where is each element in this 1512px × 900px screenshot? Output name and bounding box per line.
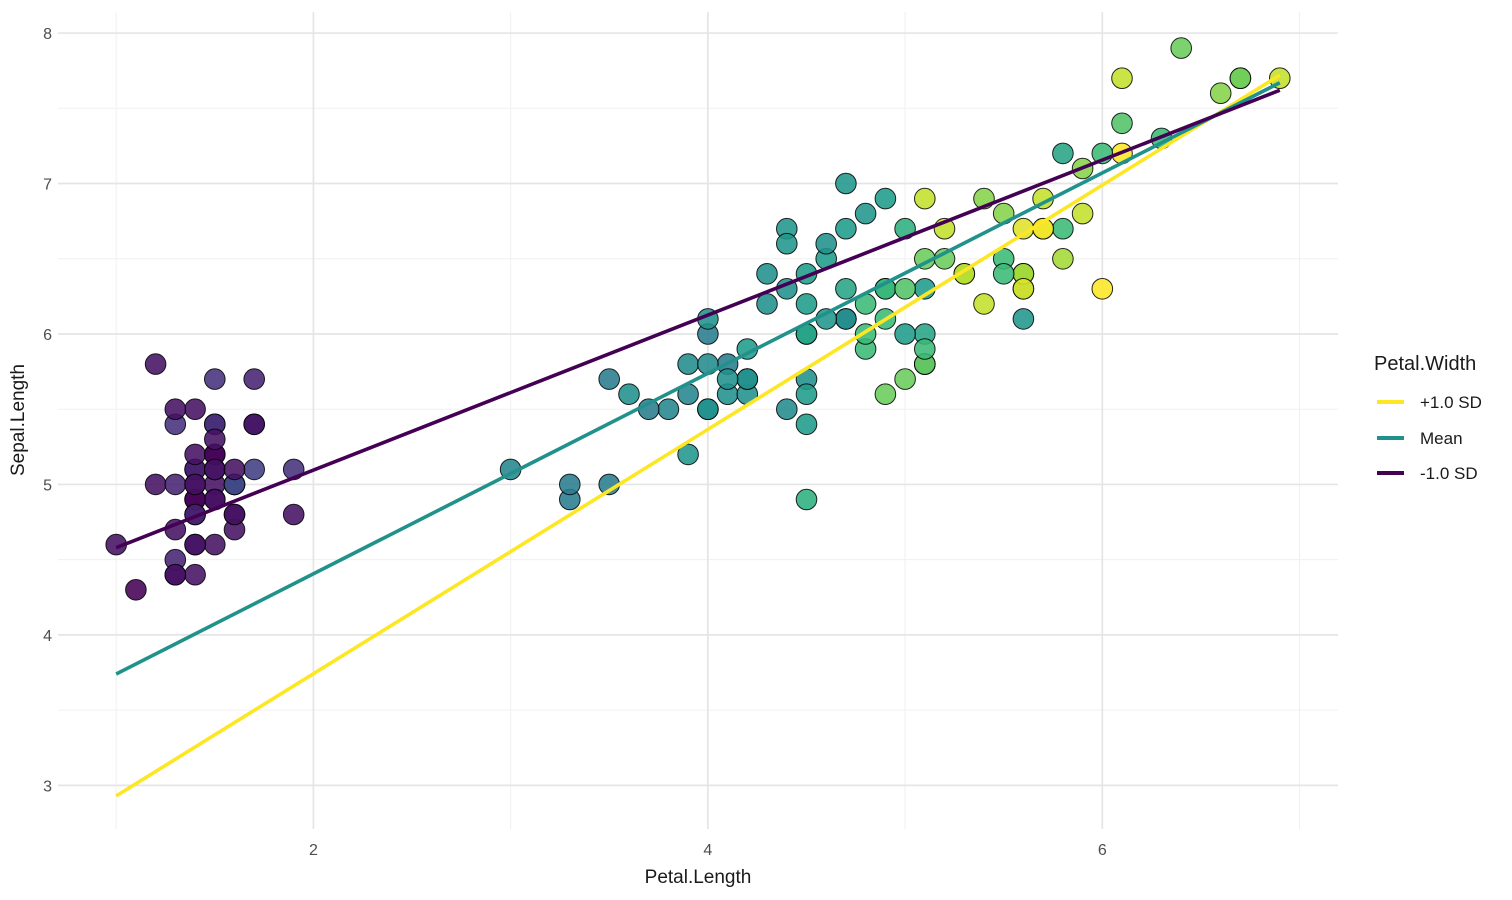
data-point — [914, 338, 936, 360]
gridlines-minor — [58, 12, 1338, 829]
data-point — [164, 563, 187, 586]
data-point — [776, 232, 798, 255]
data-point — [184, 563, 206, 586]
data-point — [1012, 308, 1035, 330]
legend-label-plus-1sd: +1.0 SD — [1420, 393, 1482, 412]
legend-entry-plus-1sd: +1.0 SD — [1377, 393, 1482, 412]
data-point — [1071, 202, 1094, 225]
data-point — [144, 353, 167, 375]
legend: Petal.Width +1.0 SD Mean -1.0 SD — [1374, 353, 1482, 483]
data-point — [756, 263, 778, 285]
data-point — [559, 473, 581, 496]
data-point — [164, 473, 187, 496]
data-point — [184, 473, 206, 496]
data-point — [1052, 247, 1074, 270]
data-point — [1229, 67, 1252, 89]
data-point — [854, 202, 877, 225]
data-point — [874, 383, 897, 406]
data-point — [756, 293, 778, 315]
data-point — [243, 413, 265, 436]
data-point — [282, 503, 305, 526]
x-axis-title: Petal.Length — [645, 867, 752, 888]
y-axis-tick-labels: 3 4 5 6 7 8 — [43, 26, 52, 795]
y-tick-label: 6 — [43, 327, 52, 344]
data-point — [1209, 82, 1232, 104]
legend-entry-minus-1sd: -1.0 SD — [1377, 464, 1478, 483]
data-point — [894, 368, 916, 390]
data-point — [1111, 112, 1133, 135]
data-point — [716, 368, 739, 390]
data-point — [677, 353, 699, 375]
data-point — [1052, 142, 1074, 165]
data-point — [795, 413, 818, 436]
data-point — [204, 458, 226, 481]
mean-line — [115, 81, 1281, 676]
data-point — [835, 278, 857, 300]
data-point — [164, 398, 187, 421]
data-point — [618, 383, 640, 406]
x-axis-tick-labels: 2 4 6 — [309, 842, 1107, 859]
data-point — [776, 398, 798, 421]
data-point — [973, 293, 995, 315]
legend-entry-mean: Mean — [1377, 429, 1463, 448]
data-point — [1170, 37, 1192, 59]
plus-1sd-line — [115, 73, 1281, 798]
data-point — [697, 398, 719, 421]
data-point — [894, 323, 916, 345]
data-point — [677, 443, 699, 466]
data-point — [894, 278, 916, 300]
y-axis-title: Sepal.Length — [8, 364, 29, 476]
data-point — [736, 368, 759, 390]
data-point — [835, 308, 857, 330]
data-point — [914, 187, 936, 210]
data-point — [223, 458, 246, 481]
data-point — [598, 368, 621, 390]
data-point — [223, 503, 246, 526]
data-point — [243, 458, 265, 481]
data-point — [1012, 278, 1035, 300]
legend-label-minus-1sd: -1.0 SD — [1420, 464, 1478, 483]
y-tick-label: 8 — [43, 26, 52, 43]
data-point — [184, 533, 206, 556]
data-point — [144, 473, 167, 496]
data-point — [992, 263, 1015, 285]
y-tick-label: 5 — [43, 477, 52, 494]
legend-title: Petal.Width — [1374, 353, 1476, 375]
data-point — [184, 398, 206, 421]
trend-lines — [115, 73, 1281, 798]
y-tick-label: 4 — [43, 628, 52, 645]
x-tick-label: 2 — [309, 842, 318, 859]
data-point — [243, 368, 265, 390]
x-tick-label: 6 — [1098, 842, 1107, 859]
data-point — [835, 217, 857, 240]
data-point — [815, 232, 838, 255]
data-point — [795, 383, 818, 406]
data-point — [795, 293, 818, 315]
data-point — [204, 428, 226, 451]
data-point — [125, 579, 147, 601]
data-point — [657, 398, 680, 421]
data-point — [204, 368, 226, 390]
data-point — [184, 443, 206, 466]
data-point — [204, 533, 226, 556]
data-point — [874, 187, 897, 210]
y-tick-label: 7 — [43, 177, 52, 194]
x-tick-label: 4 — [703, 842, 712, 859]
data-point — [795, 488, 818, 511]
y-tick-label: 3 — [43, 778, 52, 795]
data-point — [1111, 67, 1133, 89]
legend-label-mean: Mean — [1420, 429, 1463, 448]
data-point — [835, 172, 857, 195]
minus-1sd-line — [115, 88, 1281, 550]
data-point — [1091, 278, 1114, 300]
data-point — [1052, 217, 1074, 240]
